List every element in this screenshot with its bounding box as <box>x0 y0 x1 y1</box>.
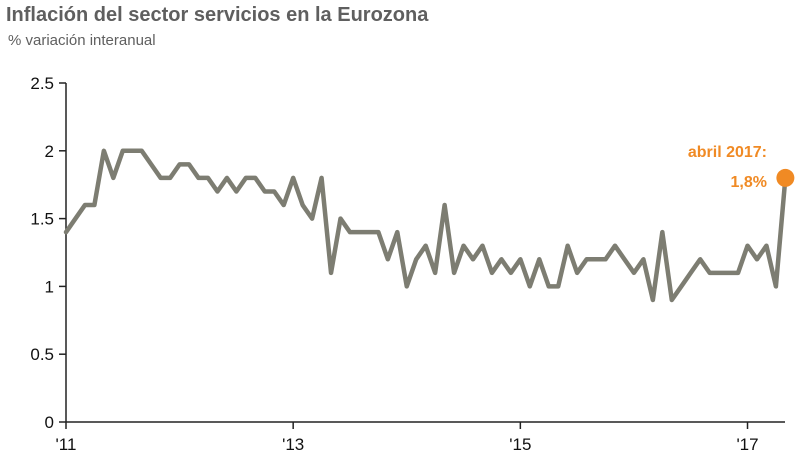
y-tick-label: 2.5 <box>30 74 54 93</box>
y-tick-label: 0.5 <box>30 345 54 364</box>
annotation-date-label: abril 2017: <box>688 144 767 161</box>
series-group <box>63 148 788 303</box>
y-tick-label: 1.5 <box>30 210 54 229</box>
y-tick-label: 1 <box>45 277 54 296</box>
y-axis-ticks: 0 0.5 1 1.5 2 2.5 <box>30 74 66 432</box>
y-tick-label: 0 <box>45 413 54 432</box>
x-axis-ticks: '11 '13 '15 '17 <box>56 422 759 454</box>
chart-title: Inflación del sector servicios en la Eur… <box>6 4 429 26</box>
chart-subtitle: % variación interanual <box>8 32 156 49</box>
latest-value-marker <box>776 168 795 187</box>
x-tick-label: '13 <box>282 435 304 454</box>
x-tick-label: '17 <box>736 435 758 454</box>
x-tick-label: '15 <box>509 435 531 454</box>
x-tick-label: '11 <box>56 435 77 454</box>
y-tick-label: 2 <box>45 142 54 161</box>
series-line <box>63 148 788 303</box>
annotation-value-label: 1,8% <box>731 174 767 191</box>
